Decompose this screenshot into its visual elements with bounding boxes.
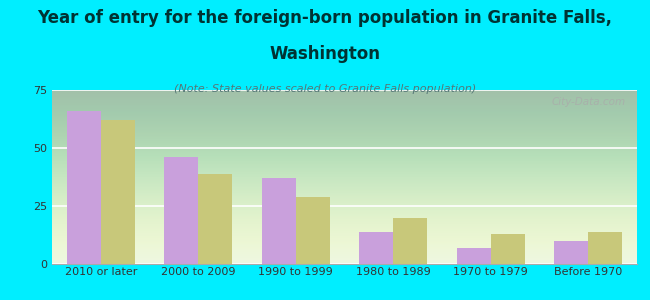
- Bar: [457, 248, 491, 264]
- Bar: [296, 197, 330, 264]
- Text: City-Data.com: City-Data.com: [551, 97, 625, 107]
- Bar: [393, 218, 428, 264]
- Text: (Note: State values scaled to Granite Falls population): (Note: State values scaled to Granite Fa…: [174, 84, 476, 94]
- Bar: [261, 178, 296, 264]
- Bar: [588, 232, 623, 264]
- Bar: [491, 234, 525, 264]
- Bar: [554, 241, 588, 264]
- Text: Washington: Washington: [270, 45, 380, 63]
- Bar: [164, 157, 198, 264]
- Text: Year of entry for the foreign-born population in Granite Falls,: Year of entry for the foreign-born popul…: [38, 9, 612, 27]
- Bar: [198, 173, 233, 264]
- Bar: [359, 232, 393, 264]
- Bar: [101, 120, 135, 264]
- Bar: [66, 111, 101, 264]
